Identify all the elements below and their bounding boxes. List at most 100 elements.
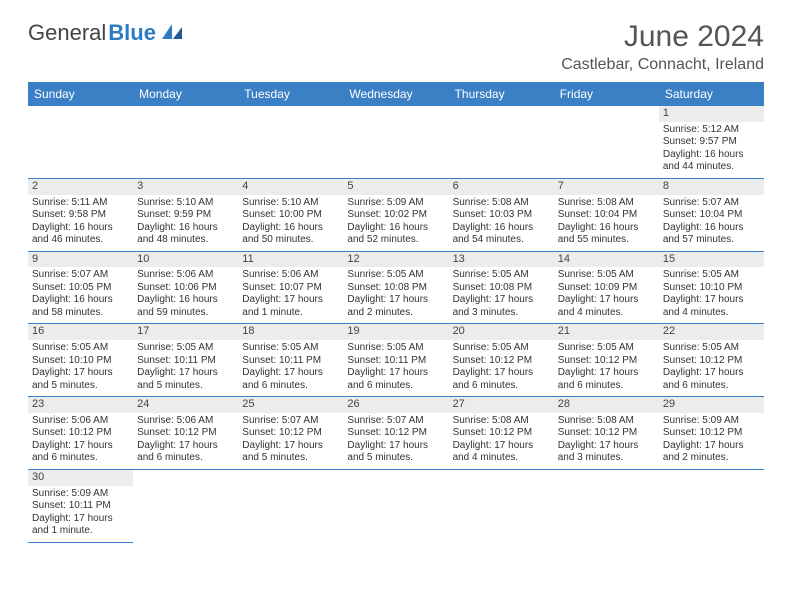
calendar-cell: 16Sunrise: 5:05 AMSunset: 10:10 PMDaylig… <box>28 324 133 397</box>
calendar-cell <box>238 469 343 542</box>
calendar-table: Sunday Monday Tuesday Wednesday Thursday… <box>28 82 764 543</box>
calendar-cell: 4Sunrise: 5:10 AMSunset: 10:00 PMDayligh… <box>238 178 343 251</box>
sunrise-text: Sunrise: 5:06 AM <box>137 269 234 282</box>
sunset-text: Sunset: 9:59 PM <box>137 209 234 222</box>
daylight-text: Daylight: 17 hours and 6 minutes. <box>137 440 234 465</box>
day-number: 25 <box>238 397 343 413</box>
sail-icon <box>162 24 184 40</box>
daylight-text: Daylight: 17 hours and 1 minute. <box>32 513 129 538</box>
dh-mon: Monday <box>133 82 238 106</box>
sunrise-text: Sunrise: 5:05 AM <box>663 269 760 282</box>
dh-sat: Saturday <box>659 82 764 106</box>
daylight-text: Daylight: 17 hours and 4 minutes. <box>663 294 760 319</box>
sunrise-text: Sunrise: 5:05 AM <box>32 342 129 355</box>
calendar-cell <box>449 469 554 542</box>
sunset-text: Sunset: 10:11 PM <box>137 355 234 368</box>
sunset-text: Sunset: 10:12 PM <box>347 427 444 440</box>
calendar-cell: 17Sunrise: 5:05 AMSunset: 10:11 PMDaylig… <box>133 324 238 397</box>
day-number: 14 <box>554 252 659 268</box>
sunset-text: Sunset: 10:00 PM <box>242 209 339 222</box>
sunrise-text: Sunrise: 5:08 AM <box>453 415 550 428</box>
day-number: 10 <box>133 252 238 268</box>
calendar-cell: 25Sunrise: 5:07 AMSunset: 10:12 PMDaylig… <box>238 397 343 470</box>
calendar-cell <box>28 106 133 178</box>
calendar-cell: 24Sunrise: 5:06 AMSunset: 10:12 PMDaylig… <box>133 397 238 470</box>
sunrise-text: Sunrise: 5:06 AM <box>242 269 339 282</box>
sunrise-text: Sunrise: 5:07 AM <box>32 269 129 282</box>
sunrise-text: Sunrise: 5:06 AM <box>137 415 234 428</box>
day-number: 29 <box>659 397 764 413</box>
day-header-row: Sunday Monday Tuesday Wednesday Thursday… <box>28 82 764 106</box>
calendar-body: 1Sunrise: 5:12 AMSunset: 9:57 PMDaylight… <box>28 106 764 542</box>
header: GeneralBlue June 2024 Castlebar, Connach… <box>28 20 764 74</box>
daylight-text: Daylight: 17 hours and 6 minutes. <box>663 367 760 392</box>
sunrise-text: Sunrise: 5:05 AM <box>137 342 234 355</box>
sunrise-text: Sunrise: 5:09 AM <box>347 197 444 210</box>
calendar-cell <box>343 469 448 542</box>
dh-fri: Friday <box>554 82 659 106</box>
calendar-cell: 1Sunrise: 5:12 AMSunset: 9:57 PMDaylight… <box>659 106 764 178</box>
calendar-row: 23 Sunrise: 5:06 AM Sunset: 10:12 PM Daylig… <box>28 397 764 470</box>
sunset-text: Sunset: 10:12 PM <box>663 427 760 440</box>
sunrise-text: Sunrise: 5:09 AM <box>32 488 129 501</box>
calendar-row: 2Sunrise: 5:11 AMSunset: 9:58 PMDaylight… <box>28 178 764 251</box>
calendar-cell: 9Sunrise: 5:07 AMSunset: 10:05 PMDayligh… <box>28 251 133 324</box>
daylight-text: Daylight: 16 hours and 54 minutes. <box>453 222 550 247</box>
sunrise-text: Sunrise: 5:05 AM <box>558 269 655 282</box>
sunrise-text: Sunrise: 5:05 AM <box>453 342 550 355</box>
sunset-text: Sunset: 10:05 PM <box>32 282 129 295</box>
day-number: 9 <box>28 252 133 268</box>
sunset-text: Sunset: 10:12 PM <box>453 427 550 440</box>
calendar-cell: 14Sunrise: 5:05 AMSunset: 10:09 PMDaylig… <box>554 251 659 324</box>
sunset-text: Sunset: 10:10 PM <box>32 355 129 368</box>
calendar-row: 30Sunrise: 5:09 AMSunset: 10:11 PMDaylig… <box>28 469 764 542</box>
calendar-cell: 7Sunrise: 5:08 AMSunset: 10:04 PMDayligh… <box>554 178 659 251</box>
daylight-text: Daylight: 17 hours and 5 minutes. <box>242 440 339 465</box>
calendar-cell: 27Sunrise: 5:08 AMSunset: 10:12 PMDaylig… <box>449 397 554 470</box>
dh-thu: Thursday <box>449 82 554 106</box>
calendar-cell: 11Sunrise: 5:06 AMSunset: 10:07 PMDaylig… <box>238 251 343 324</box>
daylight-text: Daylight: 16 hours and 59 minutes. <box>137 294 234 319</box>
daylight-text: Daylight: 17 hours and 6 minutes. <box>242 367 339 392</box>
daylight-text: Daylight: 16 hours and 57 minutes. <box>663 222 760 247</box>
calendar-cell: 2Sunrise: 5:11 AMSunset: 9:58 PMDaylight… <box>28 178 133 251</box>
sunset-text: Sunset: 9:58 PM <box>32 209 129 222</box>
sunrise-text: Sunrise: 5:05 AM <box>663 342 760 355</box>
calendar-cell: 20Sunrise: 5:05 AMSunset: 10:12 PMDaylig… <box>449 324 554 397</box>
dh-tue: Tuesday <box>238 82 343 106</box>
daylight-text: Daylight: 17 hours and 6 minutes. <box>558 367 655 392</box>
calendar-cell <box>659 469 764 542</box>
daylight-text: Daylight: 16 hours and 50 minutes. <box>242 222 339 247</box>
sunset-text: Sunset: 10:09 PM <box>558 282 655 295</box>
page: GeneralBlue June 2024 Castlebar, Connach… <box>0 0 792 563</box>
sunset-text: Sunset: 10:12 PM <box>32 427 129 440</box>
calendar-cell: 22Sunrise: 5:05 AMSunset: 10:12 PMDaylig… <box>659 324 764 397</box>
day-number: 21 <box>554 324 659 340</box>
calendar-cell: 8Sunrise: 5:07 AMSunset: 10:04 PMDayligh… <box>659 178 764 251</box>
daylight-text: Daylight: 17 hours and 3 minutes. <box>453 294 550 319</box>
calendar-cell: 6Sunrise: 5:08 AMSunset: 10:03 PMDayligh… <box>449 178 554 251</box>
calendar-cell: 3Sunrise: 5:10 AMSunset: 9:59 PMDaylight… <box>133 178 238 251</box>
calendar-cell <box>554 469 659 542</box>
sunrise-text: Sunrise: 5:10 AM <box>242 197 339 210</box>
daylight-text: Daylight: 17 hours and 6 minutes. <box>347 367 444 392</box>
sunset-text: Sunset: 10:08 PM <box>453 282 550 295</box>
title-block: June 2024 Castlebar, Connacht, Ireland <box>561 20 764 74</box>
dh-sun: Sunday <box>28 82 133 106</box>
day-number: 12 <box>343 252 448 268</box>
sunrise-text: Sunrise: 5:11 AM <box>32 197 129 210</box>
sunset-text: Sunset: 10:12 PM <box>558 355 655 368</box>
calendar-cell: 13Sunrise: 5:05 AMSunset: 10:08 PMDaylig… <box>449 251 554 324</box>
day-number: 23 <box>28 397 133 413</box>
calendar-cell <box>133 469 238 542</box>
sunset-text: Sunset: 10:04 PM <box>558 209 655 222</box>
calendar-cell: 18Sunrise: 5:05 AMSunset: 10:11 PMDaylig… <box>238 324 343 397</box>
day-number: 15 <box>659 252 764 268</box>
sunrise-text: Sunrise: 5:05 AM <box>347 269 444 282</box>
sunset-text: Sunset: 10:02 PM <box>347 209 444 222</box>
sunset-text: Sunset: 9:57 PM <box>663 136 760 149</box>
daylight-text: Daylight: 17 hours and 4 minutes. <box>558 294 655 319</box>
calendar-cell: 26Sunrise: 5:07 AMSunset: 10:12 PMDaylig… <box>343 397 448 470</box>
sunset-text: Sunset: 10:12 PM <box>663 355 760 368</box>
logo-text-1: General <box>28 20 106 46</box>
